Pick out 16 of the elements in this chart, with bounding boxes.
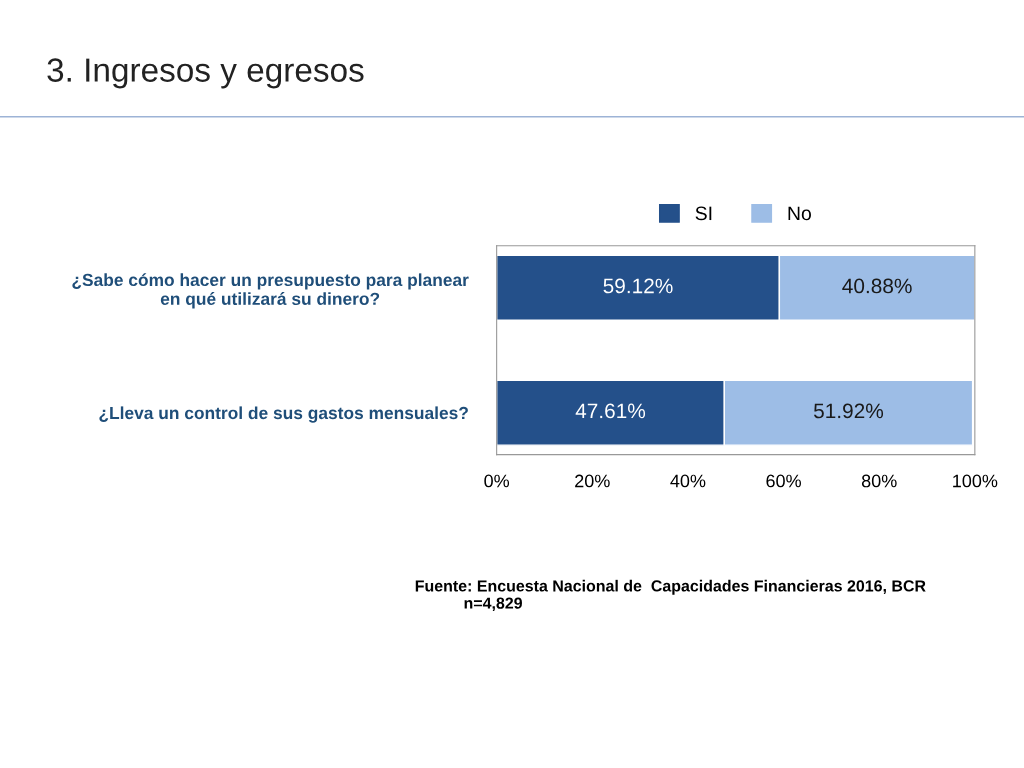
legend-label: SI [695,206,712,221]
x-tick-label: 100% [953,474,998,488]
y-tick-label: ¿Sabe cómo hacer un presupuesto para planear en qué utilizará su dinero? [72,273,469,309]
data-label: 51.92% [813,403,884,419]
x-tick-label: 80% [861,474,897,488]
text: 3. Ingresos y egresos [47,58,364,89]
x-tick-label: 0% [484,474,510,488]
y-tick-label: ¿Lleva un control de sus gastos mensuales? [99,406,468,423]
x-tick-label: 60% [766,474,801,488]
source-note: Fuente: Encuesta Nacional de Capacidades Financieras 2016, BCR n=4,829 [415,579,926,612]
data-label: 40.88% [842,278,912,294]
x-tick-label: 20% [575,474,610,488]
x-tick-label: 40% [670,474,706,488]
data-label: 59.12% [603,278,673,294]
legend-label: No [788,206,811,221]
data-label: 47.61% [575,403,646,419]
